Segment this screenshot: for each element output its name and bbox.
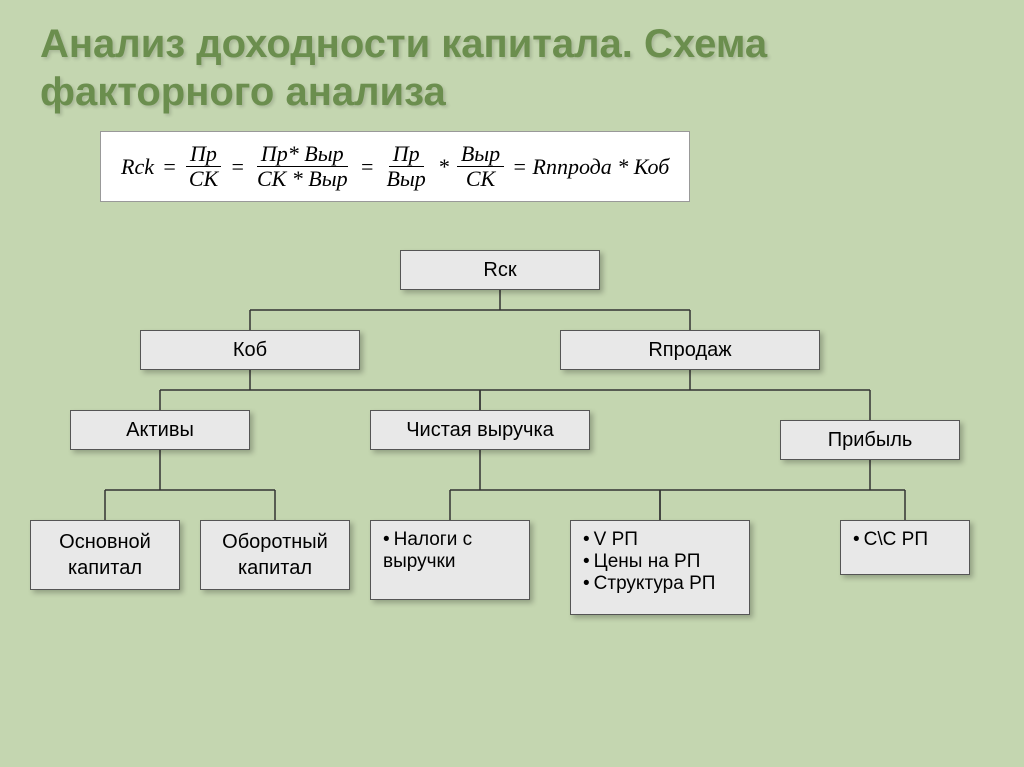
node-kob: Коб	[140, 330, 360, 370]
f3n: Пр	[389, 142, 424, 167]
node-root: Rск	[400, 250, 600, 290]
frac-3: Пр Выр	[382, 142, 429, 191]
formula: Rck = Пр СК = Пр* Выр СК * Выр = Пр Выр …	[121, 142, 669, 191]
f1d: СК	[185, 167, 222, 191]
f2d: СК * Выр	[253, 167, 352, 191]
formula-box: Rck = Пр СК = Пр* Выр СК * Выр = Пр Выр …	[100, 131, 690, 202]
eq2: =	[230, 154, 245, 180]
formula-rhs: = Rппрода * Коб	[512, 154, 669, 180]
frac-2: Пр* Выр СК * Выр	[253, 142, 352, 191]
f3d: Выр	[382, 167, 429, 191]
frac-4: Выр СК	[457, 142, 504, 191]
slide: Анализ доходности капитала. Схема фактор…	[0, 0, 1024, 767]
formula-lhs: Rck	[121, 154, 154, 180]
node-nalogi: Налоги с выручки	[370, 520, 530, 600]
tree-diagram: Rск Коб Rпродаж Активы Чистая выручка Прибыль…	[0, 250, 1024, 730]
node-osn: Основной капитал	[30, 520, 180, 590]
slide-title: Анализ доходности капитала. Схема фактор…	[40, 20, 984, 116]
node-obor: Оборотный капитал	[200, 520, 350, 590]
f2n: Пр* Выр	[257, 142, 348, 167]
f4d: СК	[462, 167, 499, 191]
frac-1: Пр СК	[185, 142, 222, 191]
node-ssrp: С\С РП	[840, 520, 970, 575]
f4n: Выр	[457, 142, 504, 167]
node-pribyl: Прибыль	[780, 420, 960, 460]
eq3: =	[360, 154, 375, 180]
star1: *	[438, 154, 449, 180]
node-vyruch: Чистая выручка	[370, 410, 590, 450]
f1n: Пр	[186, 142, 221, 167]
node-aktivy: Активы	[70, 410, 250, 450]
eq1: =	[162, 154, 177, 180]
connectors	[0, 250, 1024, 730]
node-rprod: Rпродаж	[560, 330, 820, 370]
node-vrp: V РПЦены на РПСтруктура РП	[570, 520, 750, 615]
